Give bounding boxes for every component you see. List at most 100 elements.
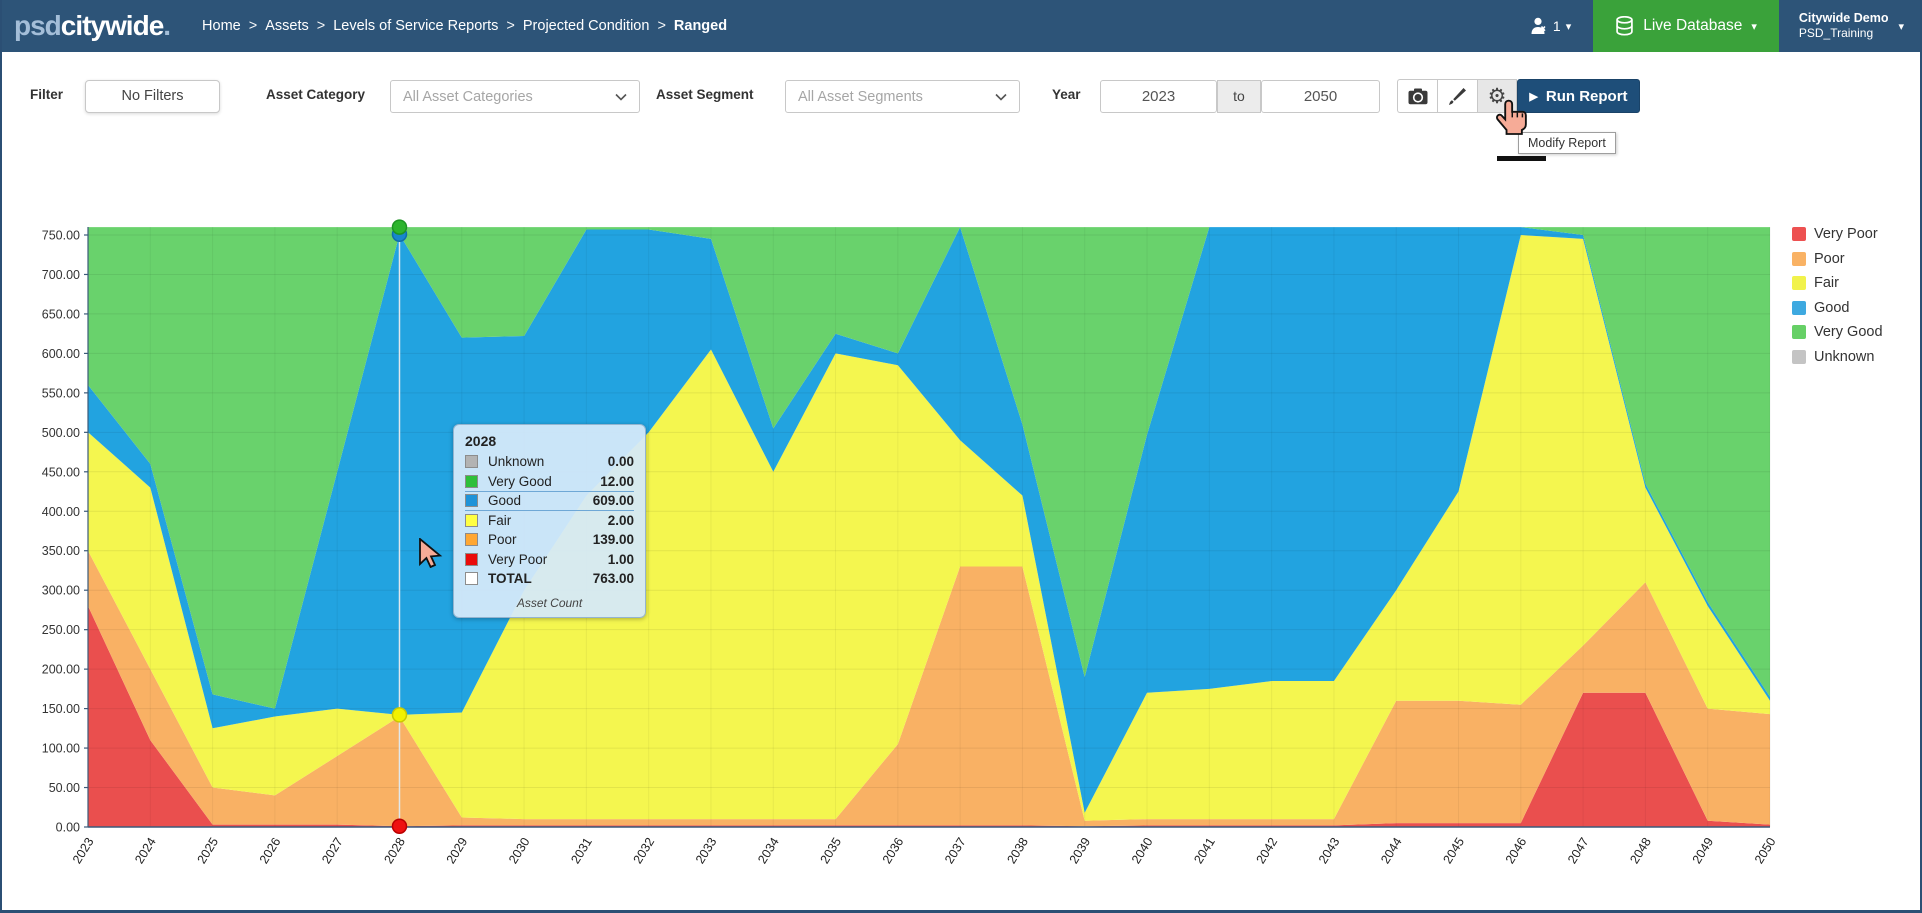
legend-item-good[interactable]: Good bbox=[1792, 296, 1883, 321]
legend-label: Unknown bbox=[1814, 348, 1875, 365]
y-axis-label: 50.00 bbox=[49, 781, 80, 795]
tooltip-value: 12.00 bbox=[600, 473, 634, 489]
legend-label: Poor bbox=[1814, 250, 1845, 267]
camera-icon bbox=[1408, 88, 1427, 104]
x-axis-label: 2037 bbox=[942, 835, 969, 866]
database-icon bbox=[1616, 16, 1633, 36]
x-axis-label: 2035 bbox=[817, 835, 844, 866]
legend-item-very-poor[interactable]: Very Poor bbox=[1792, 222, 1883, 247]
legend-swatch bbox=[1792, 227, 1806, 242]
style-button[interactable] bbox=[1437, 79, 1477, 113]
page-border-bottom bbox=[0, 910, 1922, 913]
y-axis-label: 400.00 bbox=[42, 505, 80, 519]
cursor-underline bbox=[1497, 156, 1546, 161]
x-axis-label: 2045 bbox=[1440, 835, 1467, 866]
y-axis-label: 450.00 bbox=[42, 465, 80, 479]
asset-segment-select[interactable]: All Asset Segments bbox=[785, 80, 1020, 113]
chevron-down-icon: ▾ bbox=[1565, 20, 1572, 33]
y-axis-label: 350.00 bbox=[42, 544, 80, 558]
breadcrumb-item-assets[interactable]: Assets bbox=[265, 18, 309, 34]
asset-segment-label: Asset Segment bbox=[656, 87, 754, 102]
breadcrumb-item-home[interactable]: Home bbox=[202, 18, 241, 34]
x-axis-label: 2028 bbox=[381, 835, 408, 866]
x-axis-label: 2042 bbox=[1254, 835, 1281, 866]
x-axis-label: 2036 bbox=[880, 835, 907, 866]
tooltip-row-fair: Fair 2.00 bbox=[465, 511, 634, 531]
breadcrumb-item-projected-condition[interactable]: Projected Condition bbox=[522, 18, 650, 34]
y-axis-label: 0.00 bbox=[56, 821, 80, 835]
area-very-good bbox=[88, 227, 1770, 709]
navbar: psdcitywide. Home > Assets > Levels of Servi… bbox=[0, 0, 1922, 52]
user-menu[interactable]: 1 ▾ bbox=[1509, 17, 1593, 35]
chevron-down-icon: ▾ bbox=[1751, 20, 1757, 33]
hover-dot bbox=[391, 818, 408, 834]
legend-swatch bbox=[1792, 300, 1806, 315]
x-axis-label: 2049 bbox=[1690, 835, 1717, 866]
run-report-button[interactable]: ▶ Run Report bbox=[1517, 79, 1640, 113]
tooltip-label: Unknown bbox=[488, 454, 545, 470]
y-axis-label: 250.00 bbox=[42, 623, 80, 637]
tooltip-year: 2028 bbox=[465, 433, 497, 449]
x-axis-label: 2048 bbox=[1627, 835, 1654, 866]
legend-item-unknown[interactable]: Unknown bbox=[1792, 345, 1883, 370]
account-environment: PSD_Training bbox=[1798, 26, 1874, 41]
tooltip-value: 609.00 bbox=[592, 493, 634, 509]
x-axis-label: 2039 bbox=[1067, 835, 1094, 866]
x-axis-label: 2034 bbox=[755, 835, 782, 866]
x-axis-label: 2038 bbox=[1004, 835, 1031, 866]
app-logo[interactable]: psdcitywide. bbox=[14, 10, 171, 41]
tooltip-label: Poor bbox=[488, 532, 517, 548]
x-axis-label: 2030 bbox=[506, 835, 533, 866]
y-axis-label: 500.00 bbox=[42, 426, 80, 440]
modify-report-button[interactable]: ⚙ bbox=[1477, 79, 1517, 113]
tooltip-swatch bbox=[465, 474, 478, 488]
tooltip-label: Fair bbox=[488, 512, 512, 528]
x-axis-label: 2029 bbox=[444, 835, 471, 866]
tooltip-row-poor: Poor 139.00 bbox=[465, 530, 634, 550]
y-axis-label: 700.00 bbox=[42, 268, 80, 282]
year-to-input[interactable] bbox=[1261, 80, 1380, 113]
year-from-input[interactable] bbox=[1100, 80, 1217, 113]
legend-item-poor[interactable]: Poor bbox=[1792, 247, 1883, 272]
y-axis-label: 150.00 bbox=[42, 702, 80, 716]
y-axis-label: 750.00 bbox=[42, 229, 80, 243]
x-axis-label: 2032 bbox=[631, 835, 658, 866]
tooltip-swatch bbox=[465, 494, 478, 508]
x-axis-label: 2031 bbox=[568, 835, 595, 866]
area-good bbox=[88, 227, 1770, 813]
legend-swatch bbox=[1792, 349, 1806, 364]
breadcrumb-separator: > bbox=[316, 18, 326, 34]
page-border-right bbox=[1920, 0, 1922, 913]
x-axis-label: 2041 bbox=[1191, 835, 1218, 866]
legend-swatch bbox=[1792, 276, 1806, 291]
tooltip-value: 139.00 bbox=[592, 532, 634, 548]
chevron-down-icon bbox=[995, 93, 1007, 101]
legend-swatch bbox=[1792, 251, 1806, 266]
x-axis-label: 2043 bbox=[1316, 835, 1343, 866]
live-database-button[interactable]: Live Database ▾ bbox=[1593, 0, 1779, 52]
screenshot-button[interactable] bbox=[1397, 79, 1437, 113]
tooltip-value: 1.00 bbox=[607, 551, 634, 567]
asset-category-select[interactable]: All Asset Categories bbox=[390, 80, 640, 113]
chevron-down-icon: ▾ bbox=[1898, 20, 1904, 33]
tooltip-footer: Asset Count bbox=[516, 595, 583, 610]
legend-item-very-good[interactable]: Very Good bbox=[1792, 320, 1883, 345]
play-icon: ▶ bbox=[1529, 90, 1538, 103]
breadcrumb-item-levels-of-service-reports[interactable]: Levels of Service Reports bbox=[333, 18, 499, 34]
modify-report-tooltip: Modify Report bbox=[1518, 132, 1616, 154]
y-axis-label: 200.00 bbox=[42, 663, 80, 677]
asset-category-label: Asset Category bbox=[266, 87, 366, 102]
tooltip-value: 2.00 bbox=[607, 512, 634, 528]
brush-icon bbox=[1449, 87, 1466, 105]
account-menu[interactable]: Citywide Demo PSD_Training ▾ bbox=[1779, 11, 1922, 42]
area-very-poor bbox=[88, 606, 1770, 827]
legend-item-fair[interactable]: Fair bbox=[1792, 271, 1883, 296]
legend-label: Good bbox=[1814, 299, 1850, 316]
breadcrumb: Home > Assets > Levels of Service Reports > Pr… bbox=[202, 18, 727, 34]
x-axis-label: 2050 bbox=[1752, 835, 1779, 866]
breadcrumb-item-ranged[interactable]: Ranged bbox=[673, 18, 728, 34]
area-poor bbox=[88, 550, 1770, 827]
no-filters-button[interactable]: No Filters bbox=[85, 80, 220, 113]
tooltip-value: 0.00 bbox=[607, 454, 634, 470]
